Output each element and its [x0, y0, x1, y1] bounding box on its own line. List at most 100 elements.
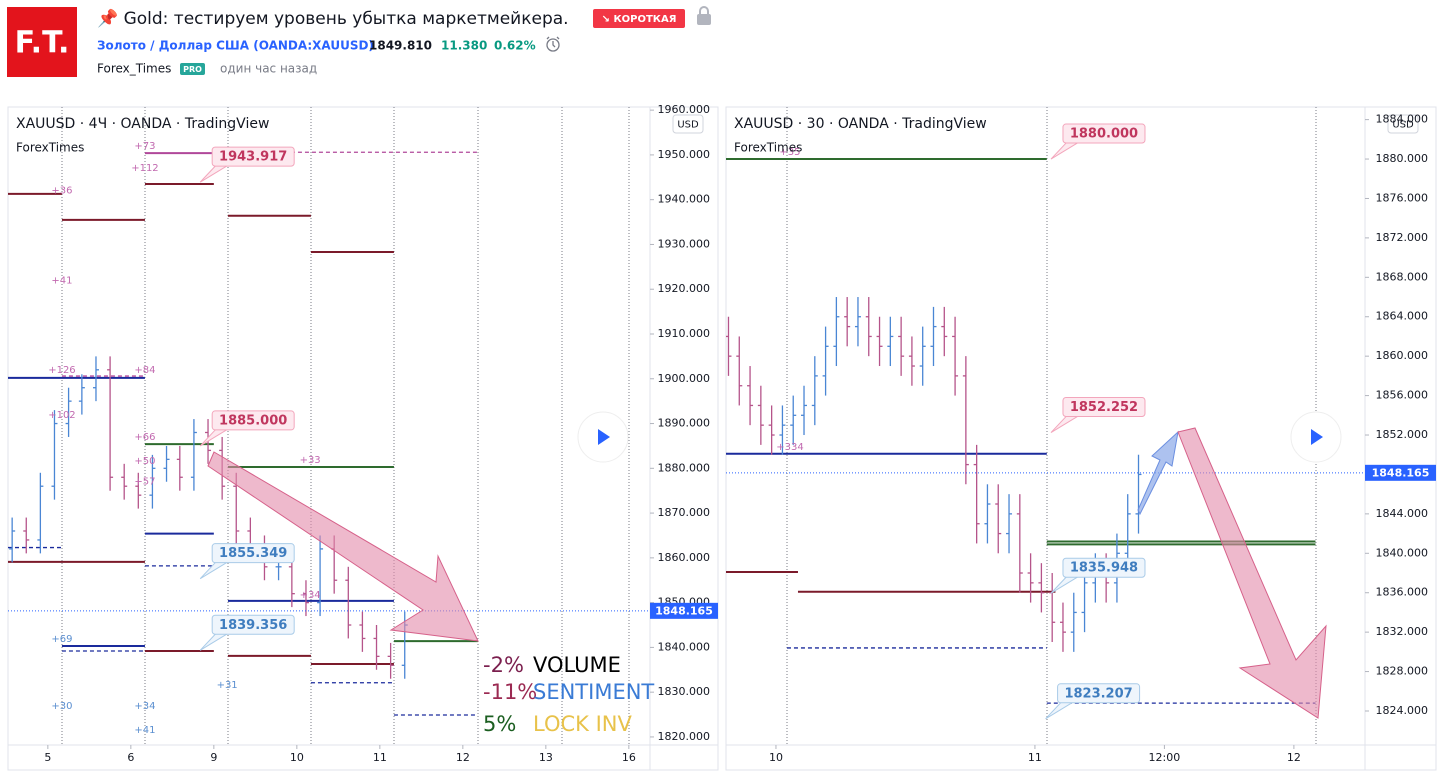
- small-label: +34: [300, 590, 321, 601]
- plot: +73 +112 +36 +41 +126 +84 +102 +66 +50 +57 +33 +34 +…: [8, 141, 478, 736]
- last-price-box: [1365, 464, 1436, 481]
- y-tick-label: 1910.000: [658, 327, 711, 340]
- currency: USD: [677, 120, 699, 131]
- y-tick-label: 1840.000: [658, 640, 711, 653]
- chart-subtitle: ForexTimes: [734, 141, 802, 155]
- callout-pointer: [199, 561, 229, 580]
- small-label: +334: [776, 442, 803, 453]
- overlay-pct: -2%: [483, 653, 524, 677]
- small-label: +41: [134, 725, 155, 736]
- small-label: +50: [134, 456, 155, 467]
- y-tick-label: 1828.000: [1376, 665, 1429, 678]
- y-tick-label: 1844.000: [1376, 507, 1429, 520]
- y-tick-label: 1868.000: [1376, 270, 1429, 283]
- play-button[interactable]: [577, 411, 629, 463]
- panel-2: [725, 106, 1437, 771]
- currency-box: [1387, 114, 1419, 134]
- y-tick-label: 1880.000: [658, 461, 711, 474]
- callout-pointer: [199, 428, 229, 447]
- y-tick-label: 1884.000: [1376, 113, 1429, 126]
- y-tick-label: 1876.000: [1376, 191, 1429, 204]
- callout-pointer: [1050, 575, 1080, 594]
- idea-title: 📌 Gold: тестируем уровень убытка маркетм…: [97, 8, 569, 29]
- y-tick-label: 1890.000: [658, 417, 711, 430]
- callout-pointer: [199, 632, 229, 651]
- callout-box: [211, 614, 295, 635]
- callout-pointer: [199, 164, 229, 183]
- callout-box: [1062, 397, 1146, 418]
- callout-label: 1943.917: [219, 150, 287, 165]
- arrow: [207, 451, 479, 642]
- overlay-name: LOCK INV: [533, 712, 632, 736]
- last-price: 1848.165: [1372, 466, 1430, 479]
- x-tick-label: 11: [1028, 751, 1042, 764]
- y-tick-label: 1960.000: [658, 103, 711, 116]
- x-tick-label: 5: [44, 751, 51, 764]
- last-price: 1848.165: [655, 604, 713, 617]
- symbol[interactable]: Золото / Доллар США (OANDA:XAUUSD): [97, 39, 374, 53]
- logo-box: [7, 7, 77, 77]
- currency-box: [672, 114, 704, 134]
- y-tick-label: 1860.000: [1376, 349, 1429, 362]
- y-tick-label: 1900.000: [658, 372, 711, 385]
- badge: ↘ КОРОТКАЯ: [602, 14, 677, 25]
- change-pct: 0.62%: [494, 39, 536, 53]
- plot: +35 +334: [726, 147, 1316, 704]
- small-label: +30: [51, 701, 72, 712]
- play-button[interactable]: [1290, 411, 1342, 463]
- callout-box: [211, 410, 295, 431]
- callout-pointer: [1050, 415, 1080, 433]
- last-price-box: [650, 602, 718, 619]
- callout-box: [211, 146, 295, 167]
- overlay-name: VOLUME: [533, 653, 621, 677]
- lock-icon: [697, 6, 711, 25]
- y-tick-label: 1830.000: [658, 685, 711, 698]
- x-tick-label: 16: [622, 751, 636, 764]
- callout-pointer: [1050, 141, 1080, 160]
- small-label: +31: [217, 680, 238, 691]
- callout-label: 1823.207: [1064, 686, 1132, 701]
- callout-label: 1880.000: [1070, 127, 1138, 142]
- callout-label: 1885.000: [219, 413, 287, 428]
- small-label: +36: [51, 186, 72, 197]
- x-tick-label: 12:00: [1149, 751, 1181, 764]
- small-label: +57: [134, 477, 155, 488]
- small-label: +73: [134, 141, 155, 152]
- y-tick-label: 1860.000: [658, 551, 711, 564]
- currency: USD: [1392, 120, 1414, 131]
- x-tick-label: 10: [290, 751, 304, 764]
- overlay-name: SENTIMENT: [533, 680, 654, 704]
- x-tick-label: 13: [539, 751, 553, 764]
- x-tick-label: 9: [210, 751, 217, 764]
- y-tick-label: 1920.000: [658, 282, 711, 295]
- x-tick-label: 6: [127, 751, 134, 764]
- badge-bg: [593, 9, 685, 28]
- arrow: [1137, 430, 1179, 516]
- y-tick-label: 1856.000: [1376, 389, 1429, 402]
- y-tick-label: 1870.000: [658, 506, 711, 519]
- author[interactable]: Forex_Times: [97, 62, 171, 76]
- small-label: +112: [131, 163, 158, 174]
- callout-box: [1057, 683, 1141, 704]
- small-label: +84: [134, 365, 155, 376]
- small-label: +102: [48, 410, 75, 421]
- alarm-icon[interactable]: [546, 36, 560, 52]
- small-label: +34: [134, 701, 155, 712]
- callout-label: 1835.948: [1070, 561, 1138, 576]
- x-tick-label: 12: [456, 751, 470, 764]
- y-tick-label: 1872.000: [1376, 231, 1429, 244]
- pro-badge: PRO: [183, 65, 202, 74]
- small-label: +126: [48, 365, 75, 376]
- pro-bg: [180, 63, 205, 75]
- chart-title: XAUUSD · 30 · OANDA · TradingView: [734, 116, 987, 132]
- small-label: +41: [51, 276, 72, 287]
- x-tick-label: 10: [769, 751, 783, 764]
- y-tick-label: 1832.000: [1376, 625, 1429, 638]
- y-tick-label: 1836.000: [1376, 586, 1429, 599]
- panel-1: [7, 106, 719, 771]
- y-tick-label: 1852.000: [1376, 428, 1429, 441]
- overlay-pct: -11%: [483, 680, 537, 704]
- x-tick-label: 12: [1287, 751, 1301, 764]
